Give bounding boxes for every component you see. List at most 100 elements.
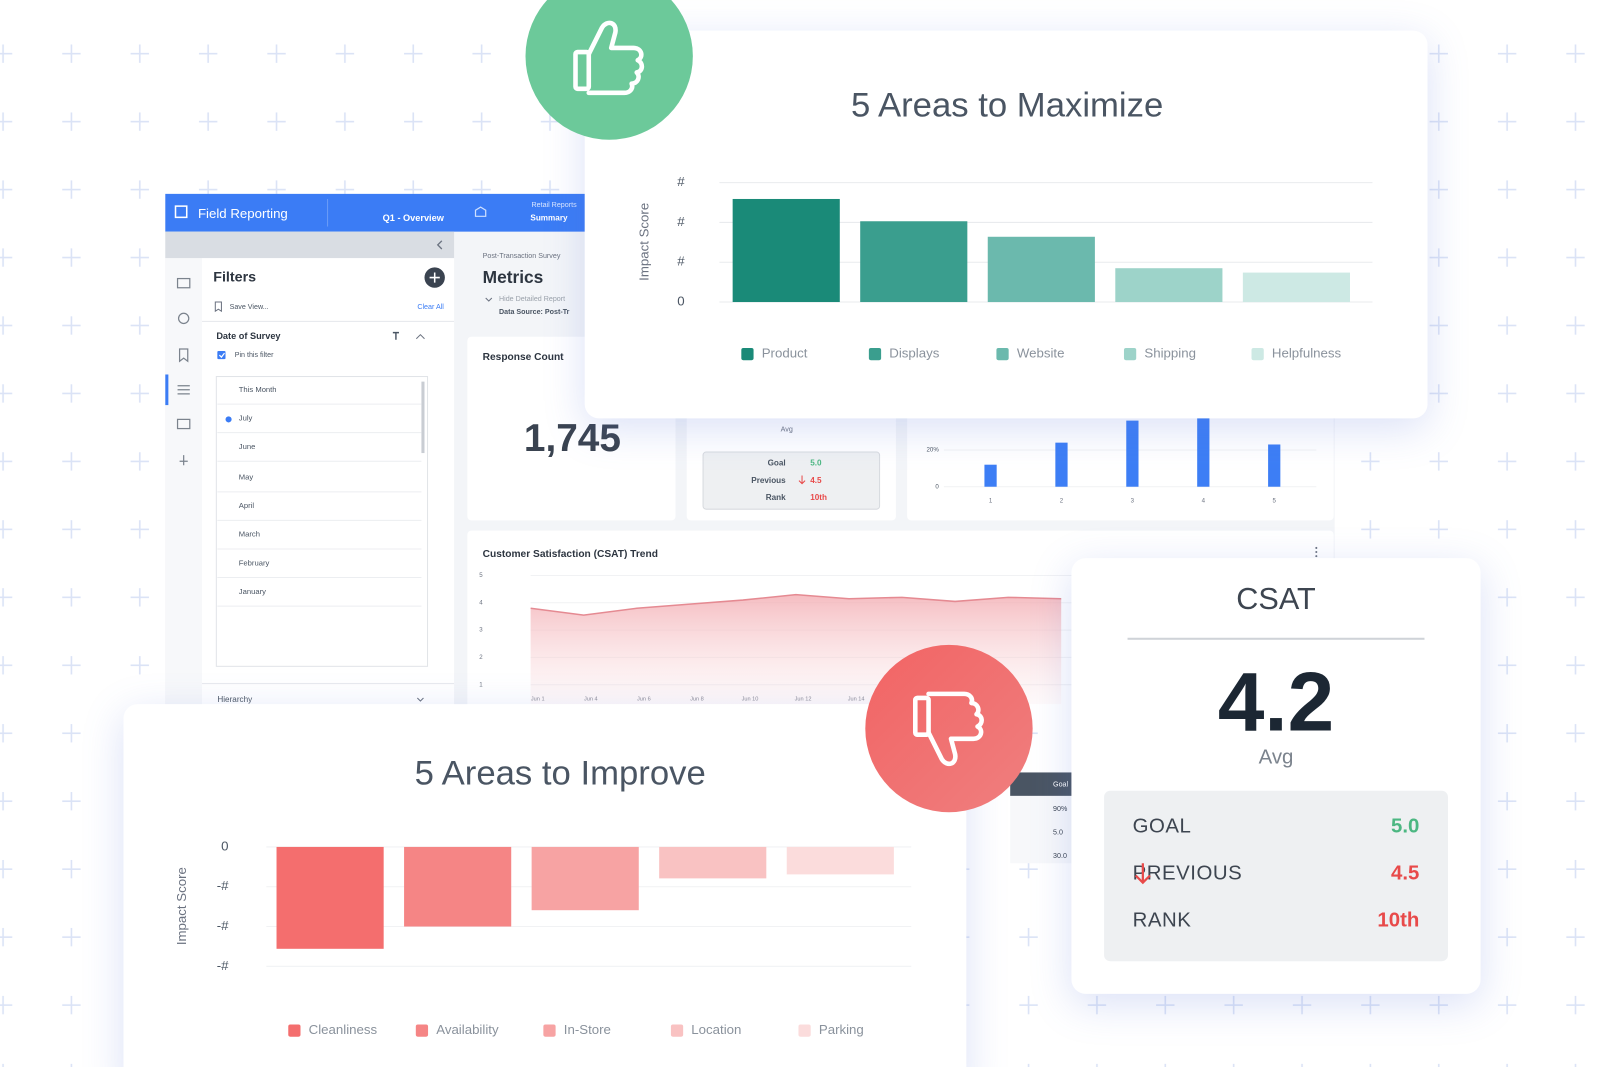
trend-title: Customer Satisfaction (CSAT) Trend bbox=[483, 549, 658, 560]
y-tick-label: 0 bbox=[677, 294, 684, 309]
add-icon bbox=[429, 272, 440, 283]
filter-option[interactable]: This Month bbox=[239, 385, 277, 394]
legend-swatch bbox=[741, 347, 754, 361]
bookmark-icon bbox=[214, 301, 222, 313]
top-bar bbox=[165, 193, 594, 232]
csat-box: GOAL 5.0 PREVIOUS 4.5 RANK 10th bbox=[1104, 790, 1448, 962]
csat-title: CSAT bbox=[1236, 582, 1316, 617]
legend-label: Website bbox=[1017, 346, 1065, 361]
x-tick-label: 1 bbox=[989, 498, 993, 505]
save-view[interactable]: Save View... bbox=[230, 303, 269, 311]
csat-row-label: PREVIOUS bbox=[1132, 862, 1243, 885]
tab[interactable]: Q1 - Overview bbox=[383, 213, 445, 223]
legend-swatch bbox=[1251, 347, 1264, 361]
avg-row-label: Goal bbox=[768, 458, 786, 467]
filter-option[interactable]: March bbox=[239, 530, 260, 539]
table-header-cell: Goal bbox=[1053, 781, 1068, 789]
response-label: Response Count bbox=[483, 352, 565, 363]
legend-label: Cleanliness bbox=[309, 1022, 378, 1037]
bar bbox=[860, 221, 968, 303]
csat-avg: Avg bbox=[1258, 745, 1294, 769]
csat-row-value: 4.5 bbox=[1390, 862, 1420, 885]
tab[interactable]: Summary bbox=[530, 214, 568, 223]
metrics-title: Metrics bbox=[483, 267, 544, 287]
legend-swatch bbox=[415, 1024, 429, 1037]
bar bbox=[786, 846, 894, 875]
table-cell: 5.0 bbox=[1053, 829, 1063, 837]
filter-section: Date of Survey bbox=[216, 331, 281, 341]
mini-chart-card bbox=[907, 403, 1334, 521]
filters-title: Filters bbox=[213, 269, 256, 285]
app-title: Field Reporting bbox=[198, 206, 288, 221]
bar bbox=[531, 846, 639, 911]
checkbox[interactable] bbox=[217, 351, 226, 360]
avg-label: Avg bbox=[781, 425, 793, 433]
y-tick-label: 4 bbox=[479, 599, 483, 606]
thumbs-up-badge bbox=[525, 0, 693, 140]
bar bbox=[1197, 416, 1210, 487]
filter-option[interactable]: January bbox=[239, 587, 266, 596]
y-tick-label: 5 bbox=[479, 572, 483, 579]
bar bbox=[659, 846, 767, 879]
legend-label: Shipping bbox=[1144, 346, 1196, 361]
x-tick-label: 2 bbox=[1060, 498, 1064, 505]
chart-title: 5 Areas to Maximize bbox=[851, 86, 1163, 124]
filter-option[interactable]: June bbox=[239, 442, 256, 451]
y-tick-label: 3 bbox=[479, 627, 483, 634]
csat-row: PREVIOUS 4.5 bbox=[1133, 858, 1420, 889]
legend-swatch bbox=[996, 347, 1009, 361]
y-tick-label: 1 bbox=[479, 681, 483, 688]
legend-label: Product bbox=[762, 346, 808, 361]
avg-row-label: Previous bbox=[751, 476, 786, 485]
data-source: Data Source: Post-Tr bbox=[499, 308, 570, 316]
down-arrow bbox=[798, 475, 806, 485]
legend-label: Location bbox=[691, 1022, 741, 1037]
menu-icon[interactable] bbox=[1315, 546, 1318, 558]
legend-label: Availability bbox=[436, 1022, 499, 1037]
avg-row-value: 10th bbox=[810, 493, 827, 502]
legend-label: Helpfulness bbox=[1272, 346, 1342, 361]
avg-box bbox=[702, 451, 881, 510]
bar bbox=[987, 236, 1095, 303]
y-tick-label: -# bbox=[217, 958, 229, 973]
y-tick-label: 2 bbox=[479, 654, 483, 661]
expand-icon[interactable] bbox=[416, 697, 424, 702]
hierarchy: Hierarchy bbox=[217, 695, 253, 704]
filter-option[interactable]: July bbox=[239, 413, 253, 422]
table-cell: 30.0 bbox=[1053, 852, 1067, 860]
maximize-chart: 5 Areas to Maximize Impact Score 0 # # # Produ… bbox=[636, 86, 1373, 361]
legend-label: Displays bbox=[889, 346, 939, 361]
hide-report[interactable]: Hide Detailed Report bbox=[499, 295, 565, 303]
rail-icons bbox=[176, 277, 191, 466]
chart-title: 5 Areas to Improve bbox=[415, 755, 706, 793]
collapse-icon[interactable] bbox=[436, 240, 443, 250]
bar bbox=[1126, 420, 1139, 487]
survey-label: Post-Transaction Survey bbox=[483, 252, 561, 260]
y-axis-label: Impact Score bbox=[174, 867, 189, 945]
csat-row: GOAL 5.0 bbox=[1133, 811, 1420, 842]
selected-dot bbox=[225, 416, 232, 423]
toggle-icon[interactable] bbox=[485, 297, 493, 302]
option-list bbox=[215, 376, 429, 667]
x-tick-label: 4 bbox=[1202, 498, 1206, 505]
clear-all[interactable]: Clear All bbox=[417, 303, 444, 311]
pin-icon[interactable] bbox=[392, 331, 399, 340]
filter-option[interactable]: May bbox=[239, 473, 254, 482]
csat-row-value: 10th bbox=[1377, 909, 1420, 932]
filter-option[interactable]: February bbox=[239, 558, 270, 567]
thumbs-down-badge bbox=[865, 644, 1033, 813]
app-icon bbox=[174, 205, 188, 219]
avg-row-value: 4.5 bbox=[810, 476, 822, 485]
y-axis-label: Impact Score bbox=[636, 203, 651, 281]
maximize-card: 5 Areas to Maximize Impact Score 0 # # # Produ… bbox=[584, 30, 1428, 419]
filter-option[interactable]: April bbox=[239, 501, 255, 510]
home-icon bbox=[474, 206, 487, 217]
collapse-icon[interactable] bbox=[415, 333, 425, 340]
legend-swatch bbox=[868, 347, 882, 361]
x-tick-label: 3 bbox=[1131, 498, 1135, 505]
legend-swatch bbox=[670, 1024, 684, 1037]
bar bbox=[732, 198, 840, 303]
y-tick-label: # bbox=[677, 174, 685, 189]
